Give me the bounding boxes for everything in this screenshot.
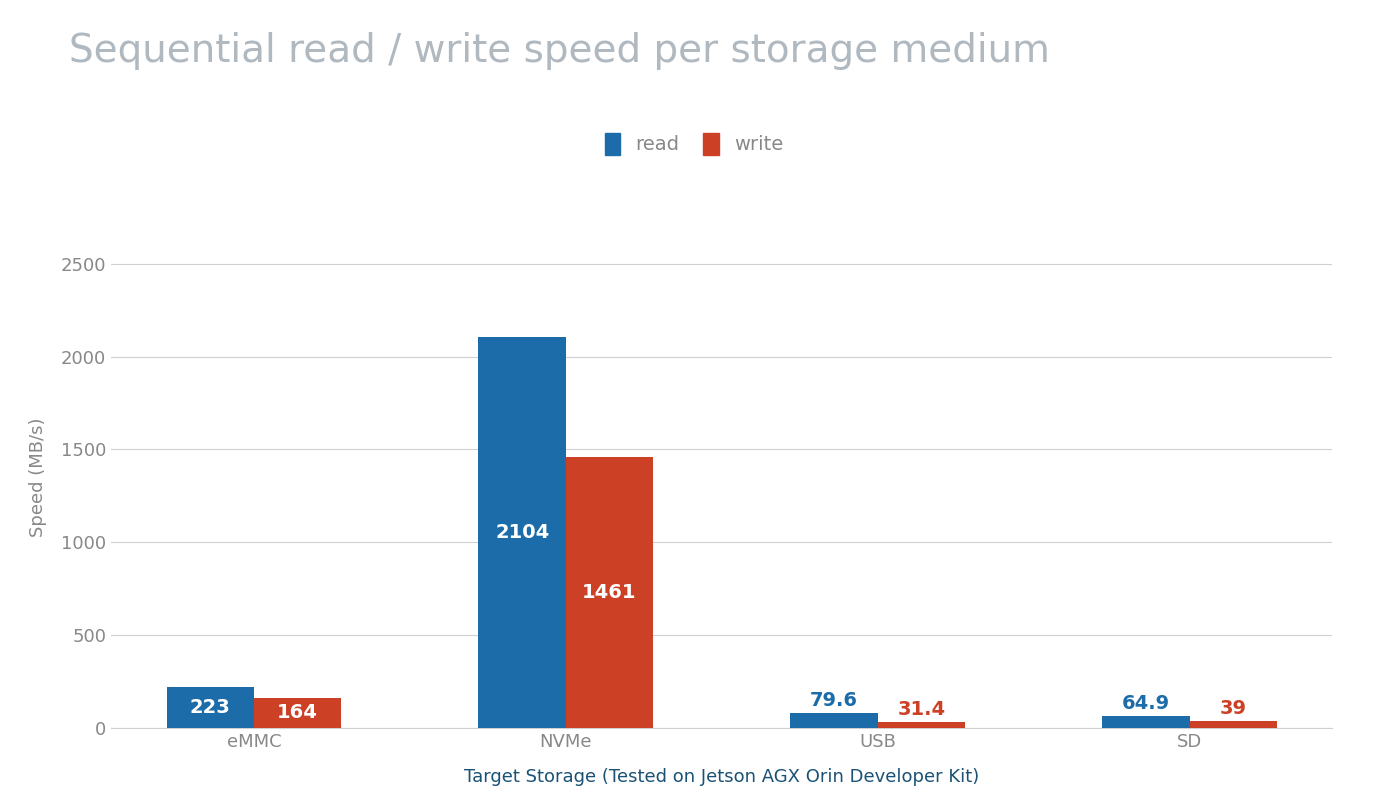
Text: 39: 39 <box>1220 698 1246 718</box>
Text: 223: 223 <box>190 698 230 717</box>
Text: 164: 164 <box>278 703 318 722</box>
Bar <box>566 457 654 728</box>
Bar <box>790 714 877 728</box>
Text: 2104: 2104 <box>496 523 550 542</box>
Text: Sequential read / write speed per storage medium: Sequential read / write speed per storag… <box>69 32 1051 70</box>
Bar <box>254 697 341 728</box>
Text: 79.6: 79.6 <box>811 691 858 710</box>
Bar <box>479 337 566 728</box>
X-axis label: Target Storage (Tested on Jetson AGX Orin Developer Kit): Target Storage (Tested on Jetson AGX Ori… <box>464 768 980 786</box>
Bar <box>1190 721 1277 728</box>
Text: 64.9: 64.9 <box>1122 693 1170 713</box>
Text: 1461: 1461 <box>582 583 637 602</box>
Y-axis label: Speed (MB/s): Speed (MB/s) <box>29 417 47 537</box>
Text: 31.4: 31.4 <box>897 700 945 719</box>
Legend: read, write: read, write <box>595 123 793 165</box>
Bar <box>877 722 965 728</box>
Bar <box>167 687 254 728</box>
Bar <box>1102 716 1190 728</box>
